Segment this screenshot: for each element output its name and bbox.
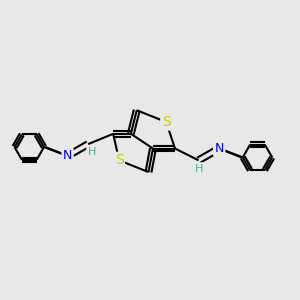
Text: S: S [162, 115, 171, 129]
Text: H: H [194, 164, 203, 173]
Text: H: H [88, 146, 96, 157]
Text: N: N [63, 149, 72, 162]
Text: S: S [115, 153, 124, 167]
Text: N: N [214, 142, 224, 155]
